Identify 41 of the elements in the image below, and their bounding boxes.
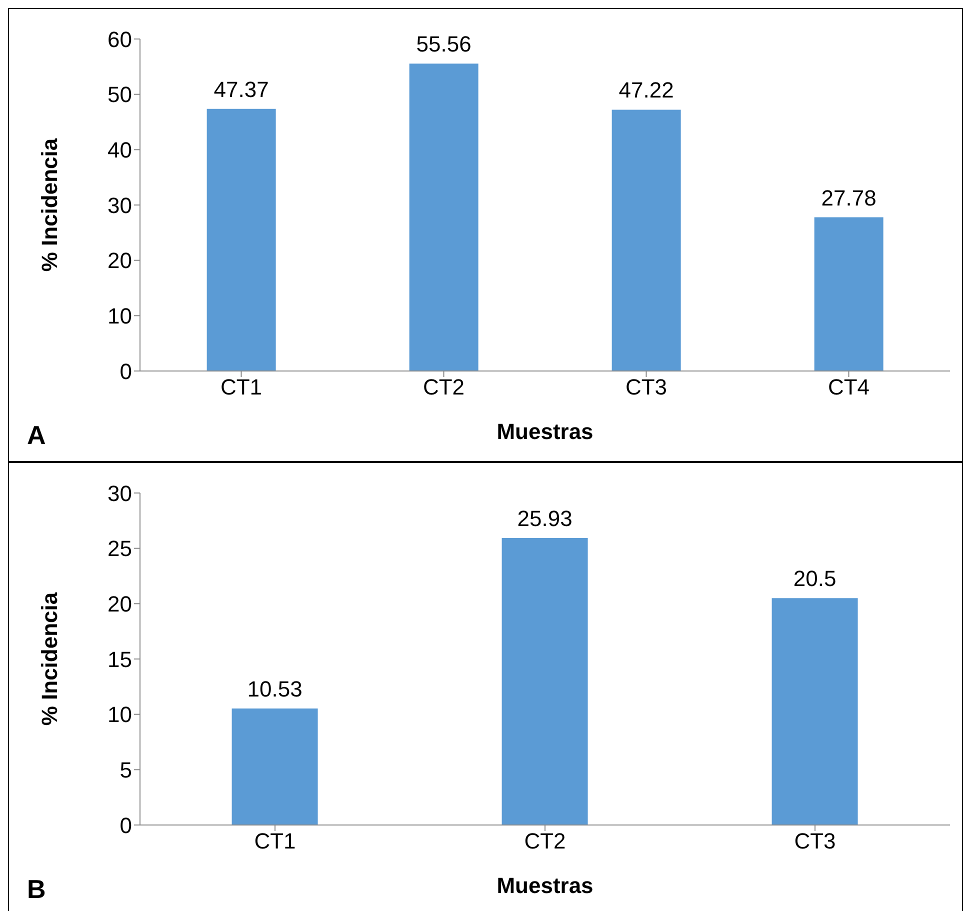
data-label: 27.78 — [821, 185, 876, 210]
bar — [814, 217, 884, 371]
y-axis-title: % Incidencia — [36, 138, 62, 272]
data-label: 20.5 — [793, 566, 836, 592]
x-tick-label: CT1 — [220, 374, 262, 400]
y-tick-label: 20 — [108, 248, 132, 274]
y-tick-label: 15 — [108, 646, 132, 672]
text: B — [27, 874, 46, 905]
y-tick-label: 50 — [108, 82, 132, 108]
y-tick-label: 10 — [108, 702, 132, 728]
x-tick-label: CT4 — [828, 374, 870, 400]
y-tick-label: 30 — [108, 480, 132, 506]
x-tick-label: CT1 — [254, 828, 296, 854]
bar — [232, 708, 318, 825]
text: A — [27, 420, 46, 451]
data-label: 47.22 — [618, 78, 674, 103]
data-label: 10.53 — [247, 676, 302, 702]
data-label: 55.56 — [416, 32, 472, 57]
y-tick-label: 25 — [108, 536, 132, 562]
x-tick-label: CT3 — [625, 374, 668, 400]
x-tick-label: CT2 — [524, 828, 566, 854]
y-tick-label: 40 — [108, 137, 132, 162]
y-tick-label: 0 — [120, 812, 132, 838]
bar — [772, 598, 858, 825]
x-axis-title: Muestras — [496, 419, 594, 444]
y-tick-label: 20 — [108, 591, 132, 616]
y-axis-title: % Incidencia — [36, 592, 62, 726]
y-tick-label: 10 — [108, 303, 132, 328]
y-tick-label: 30 — [108, 192, 132, 218]
bar — [206, 108, 276, 371]
x-tick-label: CT3 — [794, 828, 836, 854]
bar — [502, 538, 588, 825]
bar — [612, 110, 681, 371]
bar — [409, 64, 478, 371]
data-label: 25.93 — [517, 506, 572, 532]
x-tick-label: CT2 — [422, 374, 465, 400]
x-axis-title: Muestras — [496, 873, 594, 898]
y-tick-label: 5 — [120, 757, 132, 782]
y-tick-label: 0 — [120, 358, 132, 384]
data-label: 47.37 — [214, 76, 269, 102]
y-tick-label: 60 — [108, 26, 132, 52]
